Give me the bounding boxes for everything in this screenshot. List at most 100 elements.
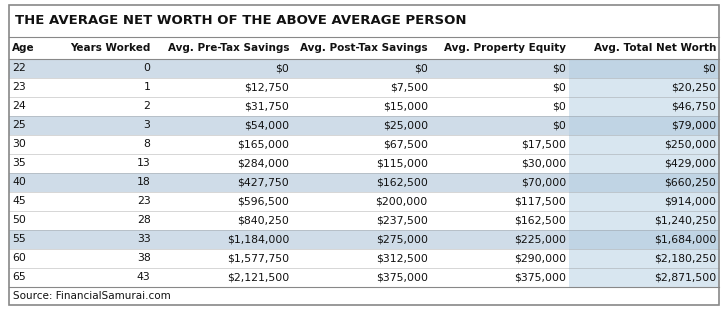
- Text: $15,000: $15,000: [383, 101, 428, 111]
- Text: 24: 24: [12, 101, 26, 111]
- Text: $2,180,250: $2,180,250: [654, 253, 716, 263]
- Text: $1,184,000: $1,184,000: [226, 234, 289, 244]
- Bar: [569, 230, 719, 249]
- Text: 23: 23: [12, 82, 26, 92]
- Bar: [9, 268, 569, 287]
- Text: $2,121,500: $2,121,500: [227, 272, 289, 282]
- Bar: [569, 268, 719, 287]
- Text: 8: 8: [143, 139, 151, 149]
- Bar: [569, 59, 719, 78]
- Text: $1,577,750: $1,577,750: [227, 253, 289, 263]
- Text: $25,000: $25,000: [383, 120, 428, 130]
- Bar: [569, 154, 719, 173]
- Bar: [9, 59, 569, 78]
- Text: $1,684,000: $1,684,000: [654, 234, 716, 244]
- Text: $660,250: $660,250: [665, 177, 716, 187]
- Bar: [9, 230, 569, 249]
- Text: 30: 30: [12, 139, 26, 149]
- Bar: [9, 78, 569, 97]
- Bar: [569, 192, 719, 211]
- Text: Avg. Pre-Tax Savings: Avg. Pre-Tax Savings: [167, 43, 289, 53]
- Bar: [569, 97, 719, 116]
- Text: 60: 60: [12, 253, 26, 263]
- Text: 33: 33: [137, 234, 151, 244]
- Text: $79,000: $79,000: [671, 120, 716, 130]
- Text: Age: Age: [12, 43, 35, 53]
- Text: $914,000: $914,000: [665, 196, 716, 206]
- Text: $12,750: $12,750: [245, 82, 289, 92]
- Text: 43: 43: [137, 272, 151, 282]
- Text: $0: $0: [553, 63, 566, 73]
- Text: 13: 13: [137, 158, 151, 168]
- Bar: [9, 287, 719, 305]
- Text: $162,500: $162,500: [376, 177, 428, 187]
- Text: $0: $0: [553, 101, 566, 111]
- Bar: [9, 37, 719, 59]
- Bar: [569, 78, 719, 97]
- Text: 23: 23: [137, 196, 151, 206]
- Text: $312,500: $312,500: [376, 253, 428, 263]
- Text: 65: 65: [12, 272, 26, 282]
- Text: $20,250: $20,250: [671, 82, 716, 92]
- Text: Avg. Post-Tax Savings: Avg. Post-Tax Savings: [300, 43, 428, 53]
- Text: $46,750: $46,750: [671, 101, 716, 111]
- Bar: [569, 249, 719, 268]
- Text: $31,750: $31,750: [245, 101, 289, 111]
- Text: $237,500: $237,500: [376, 215, 428, 225]
- Text: $596,500: $596,500: [237, 196, 289, 206]
- Text: $117,500: $117,500: [515, 196, 566, 206]
- Bar: [9, 135, 569, 154]
- Bar: [9, 116, 569, 135]
- Text: $30,000: $30,000: [521, 158, 566, 168]
- Text: $275,000: $275,000: [376, 234, 428, 244]
- Text: $200,000: $200,000: [376, 196, 428, 206]
- Text: $0: $0: [275, 63, 289, 73]
- Text: $1,240,250: $1,240,250: [654, 215, 716, 225]
- Bar: [9, 211, 569, 230]
- Text: $429,000: $429,000: [665, 158, 716, 168]
- Text: 2: 2: [143, 101, 151, 111]
- Text: $0: $0: [553, 82, 566, 92]
- Text: Avg. Property Equity: Avg. Property Equity: [445, 43, 566, 53]
- Text: $290,000: $290,000: [514, 253, 566, 263]
- Bar: [569, 116, 719, 135]
- Text: $225,000: $225,000: [515, 234, 566, 244]
- Text: 0: 0: [143, 63, 151, 73]
- Text: 3: 3: [143, 120, 151, 130]
- Text: Source: FinancialSamurai.com: Source: FinancialSamurai.com: [13, 291, 171, 301]
- Text: Avg. Total Net Worth: Avg. Total Net Worth: [594, 43, 716, 53]
- Text: Years Worked: Years Worked: [70, 43, 151, 53]
- Text: $165,000: $165,000: [237, 139, 289, 149]
- Text: $162,500: $162,500: [515, 215, 566, 225]
- Bar: [9, 97, 569, 116]
- Text: $70,000: $70,000: [521, 177, 566, 187]
- Text: 22: 22: [12, 63, 26, 73]
- Text: 28: 28: [137, 215, 151, 225]
- Text: 35: 35: [12, 158, 26, 168]
- Text: $115,000: $115,000: [376, 158, 428, 168]
- Text: 18: 18: [137, 177, 151, 187]
- Text: $840,250: $840,250: [237, 215, 289, 225]
- Bar: [569, 173, 719, 192]
- Text: $375,000: $375,000: [376, 272, 428, 282]
- Text: $0: $0: [414, 63, 428, 73]
- Text: 1: 1: [143, 82, 151, 92]
- Text: $250,000: $250,000: [664, 139, 716, 149]
- Text: THE AVERAGE NET WORTH OF THE ABOVE AVERAGE PERSON: THE AVERAGE NET WORTH OF THE ABOVE AVERA…: [15, 14, 466, 27]
- Text: $0: $0: [553, 120, 566, 130]
- Text: $54,000: $54,000: [244, 120, 289, 130]
- Text: $427,750: $427,750: [237, 177, 289, 187]
- Text: 50: 50: [12, 215, 26, 225]
- Text: $7,500: $7,500: [389, 82, 428, 92]
- Bar: [9, 173, 569, 192]
- Text: $0: $0: [703, 63, 716, 73]
- Text: $375,000: $375,000: [515, 272, 566, 282]
- Bar: [9, 154, 569, 173]
- Text: 45: 45: [12, 196, 26, 206]
- Bar: [9, 192, 569, 211]
- Text: $67,500: $67,500: [383, 139, 428, 149]
- Text: $284,000: $284,000: [237, 158, 289, 168]
- Bar: [569, 211, 719, 230]
- Bar: [569, 135, 719, 154]
- Text: 38: 38: [137, 253, 151, 263]
